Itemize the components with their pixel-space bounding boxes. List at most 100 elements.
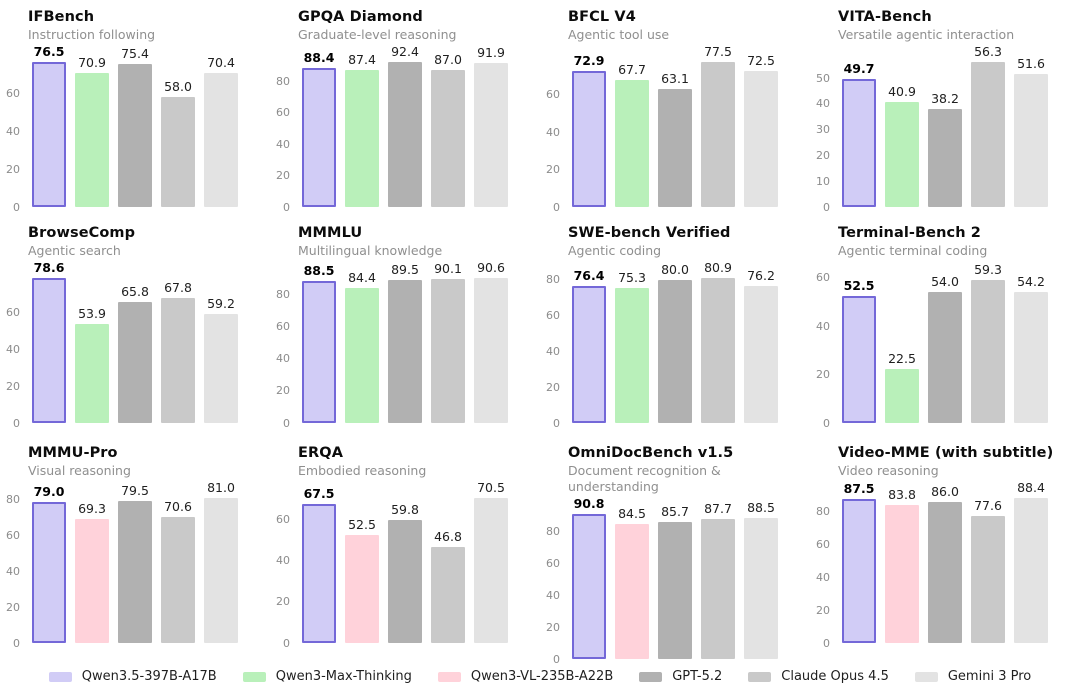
legend-item-qwen3max: Qwen3-Max-Thinking <box>242 669 412 685</box>
y-tick-label: 80 <box>276 288 290 302</box>
benchmark-chart: MMMLU Multilingual knowledge 0 20 40 60 80 88.5… <box>270 216 540 436</box>
bar-group: 87.0 <box>431 53 465 207</box>
y-tick-label: 60 <box>6 86 20 100</box>
bar-group: 81.0 <box>204 480 238 643</box>
bar-group: 22.5 <box>885 351 919 423</box>
bar-group: 51.6 <box>1014 57 1048 207</box>
bar-value-label: 67.5 <box>303 486 335 502</box>
y-tick-label: 80 <box>816 505 830 519</box>
y-tick-label: 40 <box>816 319 830 333</box>
bar-gpt52 <box>658 279 692 423</box>
y-tick-label: 0 <box>13 636 20 650</box>
bar-qwen35 <box>32 61 66 207</box>
bars-row: 79.0 69.3 79.5 70.6 81.0 <box>32 480 238 643</box>
y-tick-label: 0 <box>553 416 560 430</box>
bar-qwenvl <box>615 523 649 659</box>
bar-qwen35 <box>842 499 876 643</box>
bar-qwen35 <box>842 296 876 423</box>
bar-value-label: 22.5 <box>888 350 916 366</box>
bar-value-label: 87.7 <box>704 500 732 516</box>
bar-group: 54.2 <box>1014 274 1048 423</box>
bar-value-label: 70.4 <box>207 55 235 71</box>
bar-qwen3max <box>345 69 379 207</box>
chart-title: MMMU-Pro <box>28 445 118 461</box>
bar-value-label: 58.0 <box>164 79 192 94</box>
legend-swatch-gpt52 <box>639 672 663 682</box>
bar-gemini <box>1014 74 1048 207</box>
chart-title: GPQA Diamond <box>298 9 423 25</box>
bar-value-label: 88.4 <box>303 50 335 66</box>
chart-subtitle: Graduate-level reasoning <box>298 27 457 42</box>
y-tick-label: 80 <box>546 273 560 287</box>
y-tick-label: 20 <box>6 162 20 176</box>
bars-row: 67.5 52.5 59.8 46.8 70.5 <box>302 480 508 643</box>
y-tick-label: 40 <box>546 125 560 139</box>
y-axis: 0 20 40 60 80 <box>810 481 834 648</box>
y-tick-label: 20 <box>816 368 830 382</box>
bar-value-label: 90.8 <box>573 495 605 511</box>
bar-value-label: 87.4 <box>348 51 376 67</box>
bar-gemini <box>204 313 238 423</box>
legend-swatch-claude <box>748 672 772 682</box>
bar-gpt52 <box>658 88 692 207</box>
bar-value-label: 70.6 <box>164 498 192 514</box>
y-tick-label: 60 <box>276 320 290 334</box>
bar-gpt52 <box>928 292 962 423</box>
benchmark-chart: IFBench Instruction following 0 20 40 60 76.5 7… <box>0 0 270 216</box>
bar-value-label: 88.5 <box>303 263 335 279</box>
bar-group: 56.3 <box>971 44 1005 207</box>
y-tick-label: 20 <box>276 595 290 609</box>
y-tick-label: 40 <box>276 352 290 366</box>
bar-group: 90.6 <box>474 260 508 423</box>
y-tick-label: 0 <box>823 200 830 214</box>
bar-group: 70.6 <box>161 499 195 643</box>
bar-group: 59.8 <box>388 502 422 643</box>
bar-gemini <box>744 517 778 659</box>
benchmark-chart: SWE-bench Verified Agentic coding 0 20 40 60 8… <box>540 216 810 436</box>
bar-value-label: 51.6 <box>1017 56 1045 72</box>
plot-area: 0 20 40 60 52.5 22.5 54.0 59.3 54.2 <box>816 261 1074 429</box>
bar-group: 53.9 <box>75 306 109 423</box>
bar-value-label: 84.5 <box>618 505 646 521</box>
bar-gemini <box>744 71 778 207</box>
bar-group: 70.9 <box>75 55 109 207</box>
bar-value-label: 54.2 <box>1017 273 1045 289</box>
bar-group: 88.5 <box>302 264 336 423</box>
bar-gemini <box>204 497 238 643</box>
chart-subtitle: Video reasoning <box>838 463 939 478</box>
bar-group: 52.5 <box>345 517 379 643</box>
bar-group: 91.9 <box>474 45 508 207</box>
y-tick-label: 80 <box>6 493 20 507</box>
bar-group: 49.7 <box>842 61 876 207</box>
bar-qwen35 <box>302 68 336 207</box>
y-tick-label: 60 <box>546 88 560 102</box>
bar-qwen35 <box>32 501 66 643</box>
y-tick-label: 40 <box>6 564 20 578</box>
y-tick-label: 20 <box>546 380 560 394</box>
bar-qwen3max <box>75 72 109 207</box>
bar-value-label: 46.8 <box>434 528 462 544</box>
y-tick-label: 0 <box>283 200 290 214</box>
plot-area: 0 20 40 60 78.6 53.9 65.8 67.8 59.2 <box>6 260 264 429</box>
bar-value-label: 83.8 <box>888 487 916 503</box>
plot-area: 0 20 40 60 80 90.8 84.5 85.7 87.7 88.5 <box>546 495 804 665</box>
bar-group: 46.8 <box>431 529 465 643</box>
bar-group: 52.5 <box>842 279 876 423</box>
bar-gpt52 <box>388 519 422 643</box>
y-tick-label: 20 <box>816 603 830 617</box>
y-tick-label: 0 <box>13 200 20 214</box>
plot-area: 0 20 40 60 80 79.0 69.3 79.5 70.6 81.0 <box>6 480 264 649</box>
chart-subtitle: Agentic tool use <box>568 27 670 42</box>
bar-group: 69.3 <box>75 501 109 643</box>
y-tick-label: 60 <box>6 305 20 319</box>
bar-group: 59.3 <box>971 262 1005 423</box>
bar-group: 76.2 <box>744 269 778 423</box>
bar-value-label: 92.4 <box>391 43 419 59</box>
bar-gemini <box>474 62 508 207</box>
bar-group: 77.5 <box>701 44 735 207</box>
bar-gemini <box>1014 291 1048 423</box>
benchmark-chart: OmniDocBench v1.5 Document recognition & … <box>540 436 810 665</box>
bar-value-label: 69.3 <box>78 500 106 516</box>
plot-area: 0 20 40 60 80 87.5 83.8 86.0 77.6 88.4 <box>816 480 1074 649</box>
bar-gemini <box>474 497 508 643</box>
